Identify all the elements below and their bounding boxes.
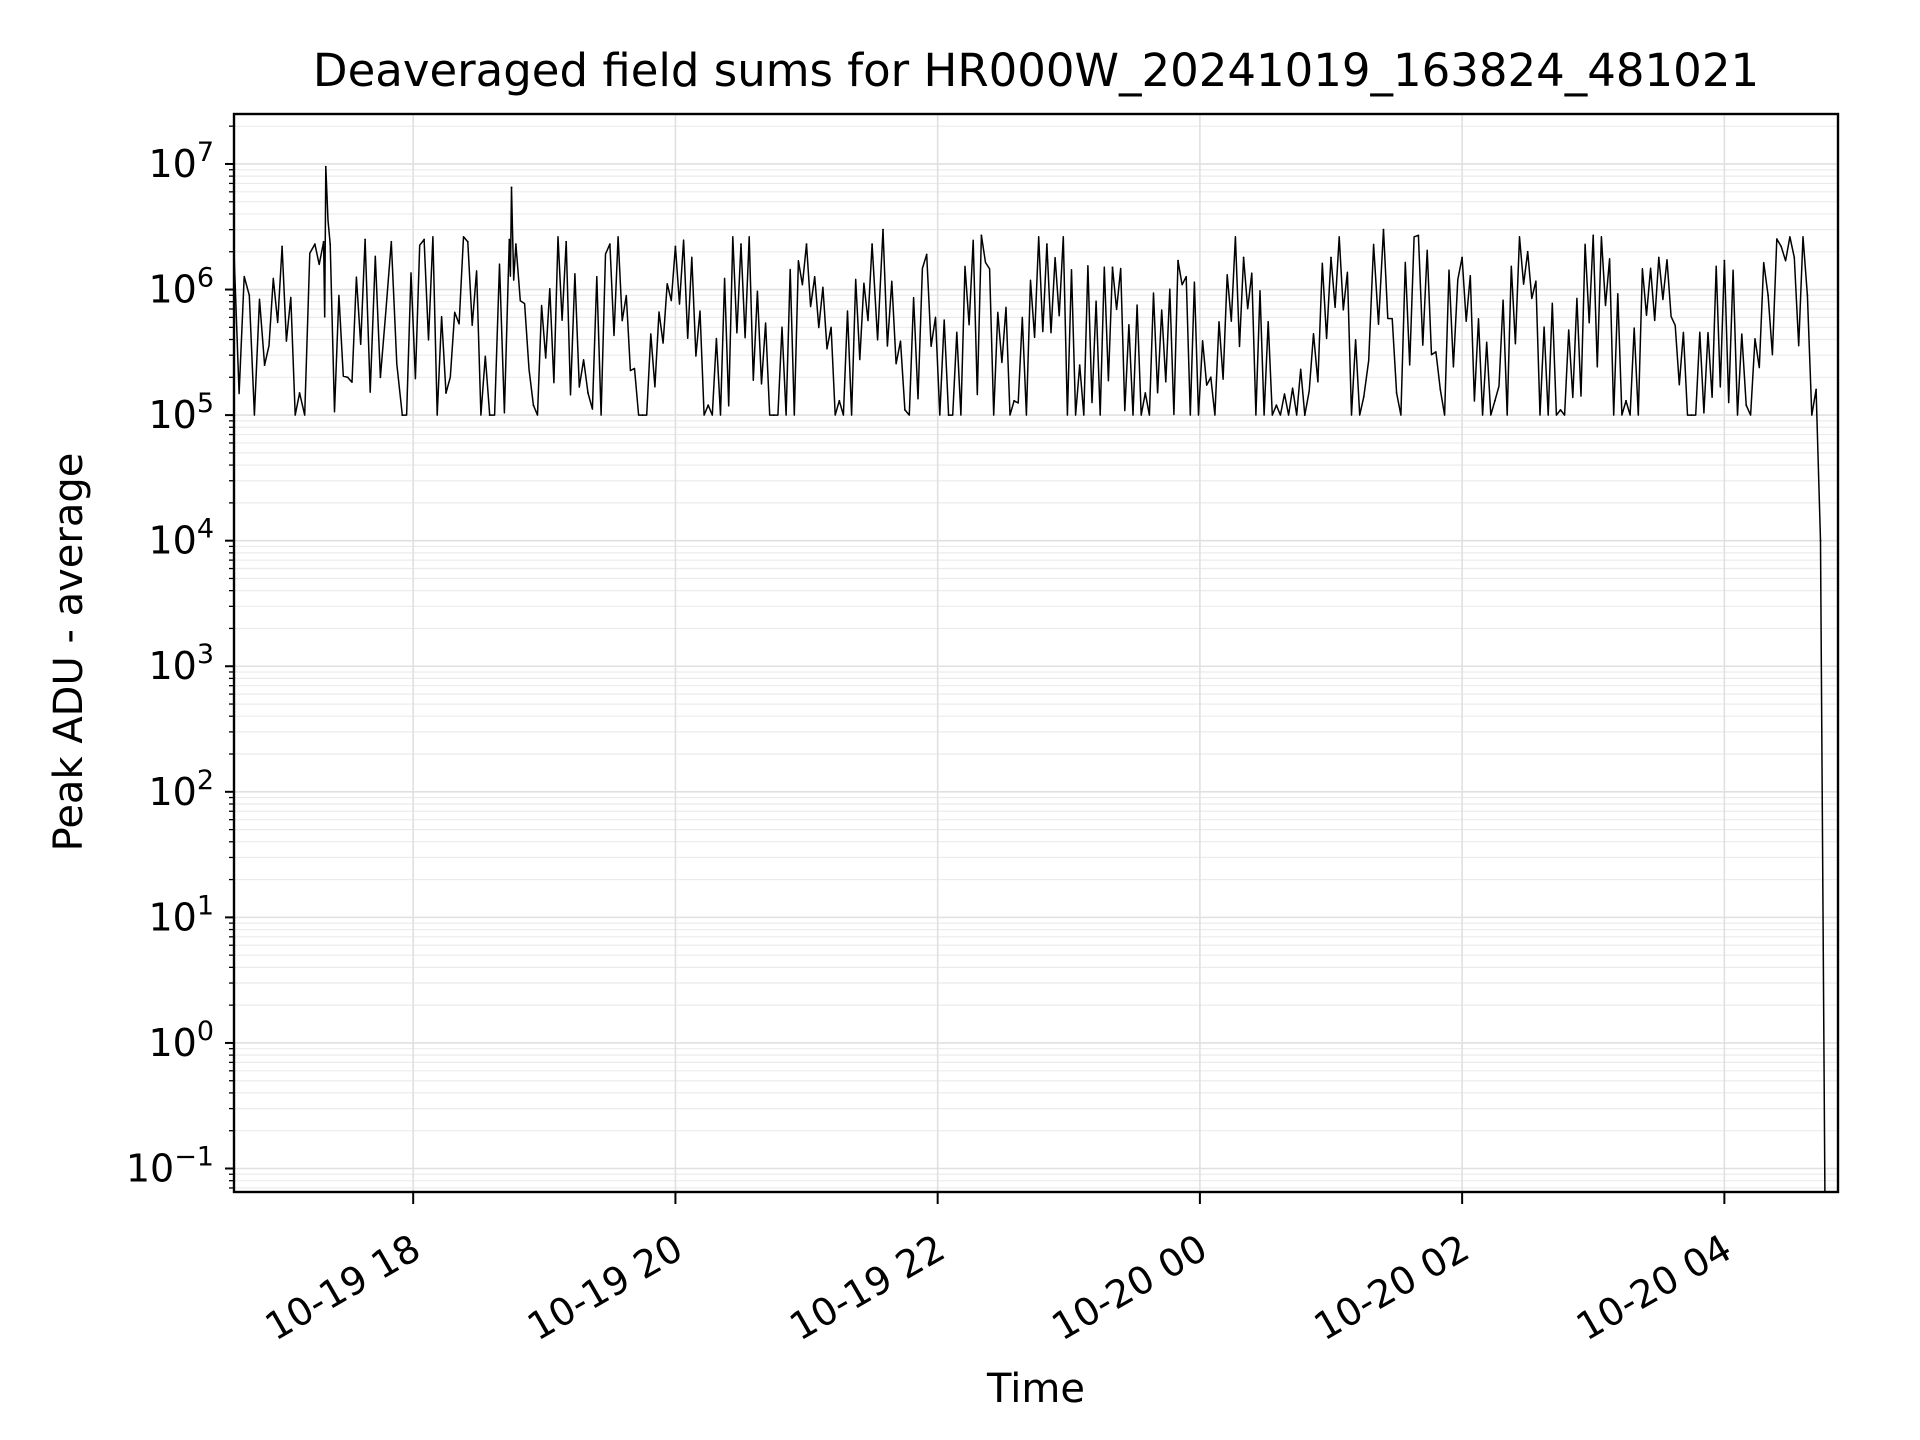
data-point	[510, 186, 513, 189]
data-point	[740, 243, 742, 246]
x-tick-label: 10-20 04	[1569, 1226, 1739, 1350]
data-point	[263, 364, 266, 367]
data-point	[1013, 399, 1016, 402]
data-point	[423, 238, 426, 241]
data-point	[1690, 414, 1693, 417]
x-axis-label: Time	[986, 1366, 1085, 1412]
data-point	[925, 253, 928, 256]
x-tick-label: 10-19 18	[258, 1226, 428, 1350]
data-point	[1275, 404, 1278, 407]
data-point	[1078, 364, 1081, 367]
data-point	[1793, 256, 1796, 259]
data-point	[1177, 259, 1179, 262]
data-point	[1657, 256, 1660, 259]
data-point	[1819, 539, 1822, 542]
data-point	[1395, 392, 1398, 394]
y-tick-label: 101	[148, 890, 214, 939]
data-point	[1144, 392, 1147, 394]
data-point	[1592, 234, 1595, 237]
data-point	[707, 404, 710, 407]
data-point	[641, 414, 644, 417]
data-point	[871, 243, 874, 246]
series-line	[233, 166, 1826, 1193]
data-point	[1439, 388, 1442, 391]
data-point	[248, 294, 251, 297]
data-point	[1767, 294, 1769, 297]
data-point	[1780, 245, 1783, 248]
data-point	[1046, 243, 1048, 246]
data-point	[1209, 376, 1212, 379]
data-point	[1111, 266, 1114, 269]
data-point	[329, 243, 332, 246]
y-tick-label: 107	[148, 137, 214, 186]
plot-border	[232, 112, 1840, 1194]
data-point	[508, 238, 511, 241]
chart-title: Deaveraged field sums for HR000W_2024101…	[313, 44, 1759, 97]
x-tick-label: 10-20 02	[1307, 1226, 1477, 1350]
data-point	[313, 243, 316, 246]
y-axis-label: Peak ADU - average	[46, 453, 92, 852]
data-point	[1330, 256, 1332, 259]
y-tick-label: 105	[148, 388, 214, 437]
x-tick-label: 10-19 20	[520, 1226, 690, 1350]
data-point	[281, 245, 283, 248]
data-point	[1461, 256, 1464, 259]
data-point	[1526, 250, 1529, 253]
y-tick-label: 100	[148, 1016, 214, 1065]
data-point	[980, 234, 983, 237]
x-tick-label: 10-20 00	[1044, 1226, 1214, 1350]
data-point	[772, 414, 775, 417]
data-point	[322, 240, 325, 243]
data-point	[1745, 404, 1748, 407]
plot-frame	[232, 112, 1840, 1194]
data-point	[364, 238, 367, 241]
data-point	[1242, 256, 1245, 259]
data-point	[1382, 228, 1385, 231]
data-point	[947, 414, 950, 417]
data-point	[488, 414, 491, 417]
data-point	[298, 392, 301, 394]
data-point	[882, 228, 884, 231]
data-point	[838, 399, 841, 402]
data-point	[515, 243, 517, 246]
series-layer	[233, 165, 1826, 1193]
data-point	[674, 245, 677, 248]
data-point	[324, 165, 327, 168]
data-point	[401, 414, 404, 417]
y-tick-label: 106	[148, 263, 214, 312]
data-point	[1559, 409, 1562, 411]
data-point	[346, 376, 349, 379]
data-point	[565, 240, 568, 243]
data-point	[1815, 388, 1818, 391]
data-point	[805, 243, 808, 246]
data-point	[390, 240, 393, 243]
data-point	[1625, 399, 1627, 402]
data-point	[1806, 294, 1809, 297]
axis-ticks	[225, 125, 1726, 1204]
y-tick-label: 10−1	[126, 1142, 214, 1191]
y-tick-label: 103	[148, 639, 214, 688]
data-point	[1362, 395, 1365, 398]
data-point	[379, 376, 382, 379]
y-tick-label: 104	[148, 514, 214, 563]
data-point	[1303, 414, 1306, 417]
data-point	[587, 392, 589, 394]
data-point	[608, 243, 611, 246]
y-tick-label: 102	[148, 765, 214, 814]
data-point	[466, 240, 469, 243]
data-point	[1723, 259, 1726, 262]
data-point	[445, 392, 447, 394]
data-point	[532, 404, 535, 407]
data-point	[1417, 234, 1420, 237]
grid	[234, 114, 1838, 1192]
data-point	[903, 409, 906, 411]
data-point	[1494, 399, 1496, 402]
x-tick-label: 10-19 22	[782, 1226, 952, 1350]
